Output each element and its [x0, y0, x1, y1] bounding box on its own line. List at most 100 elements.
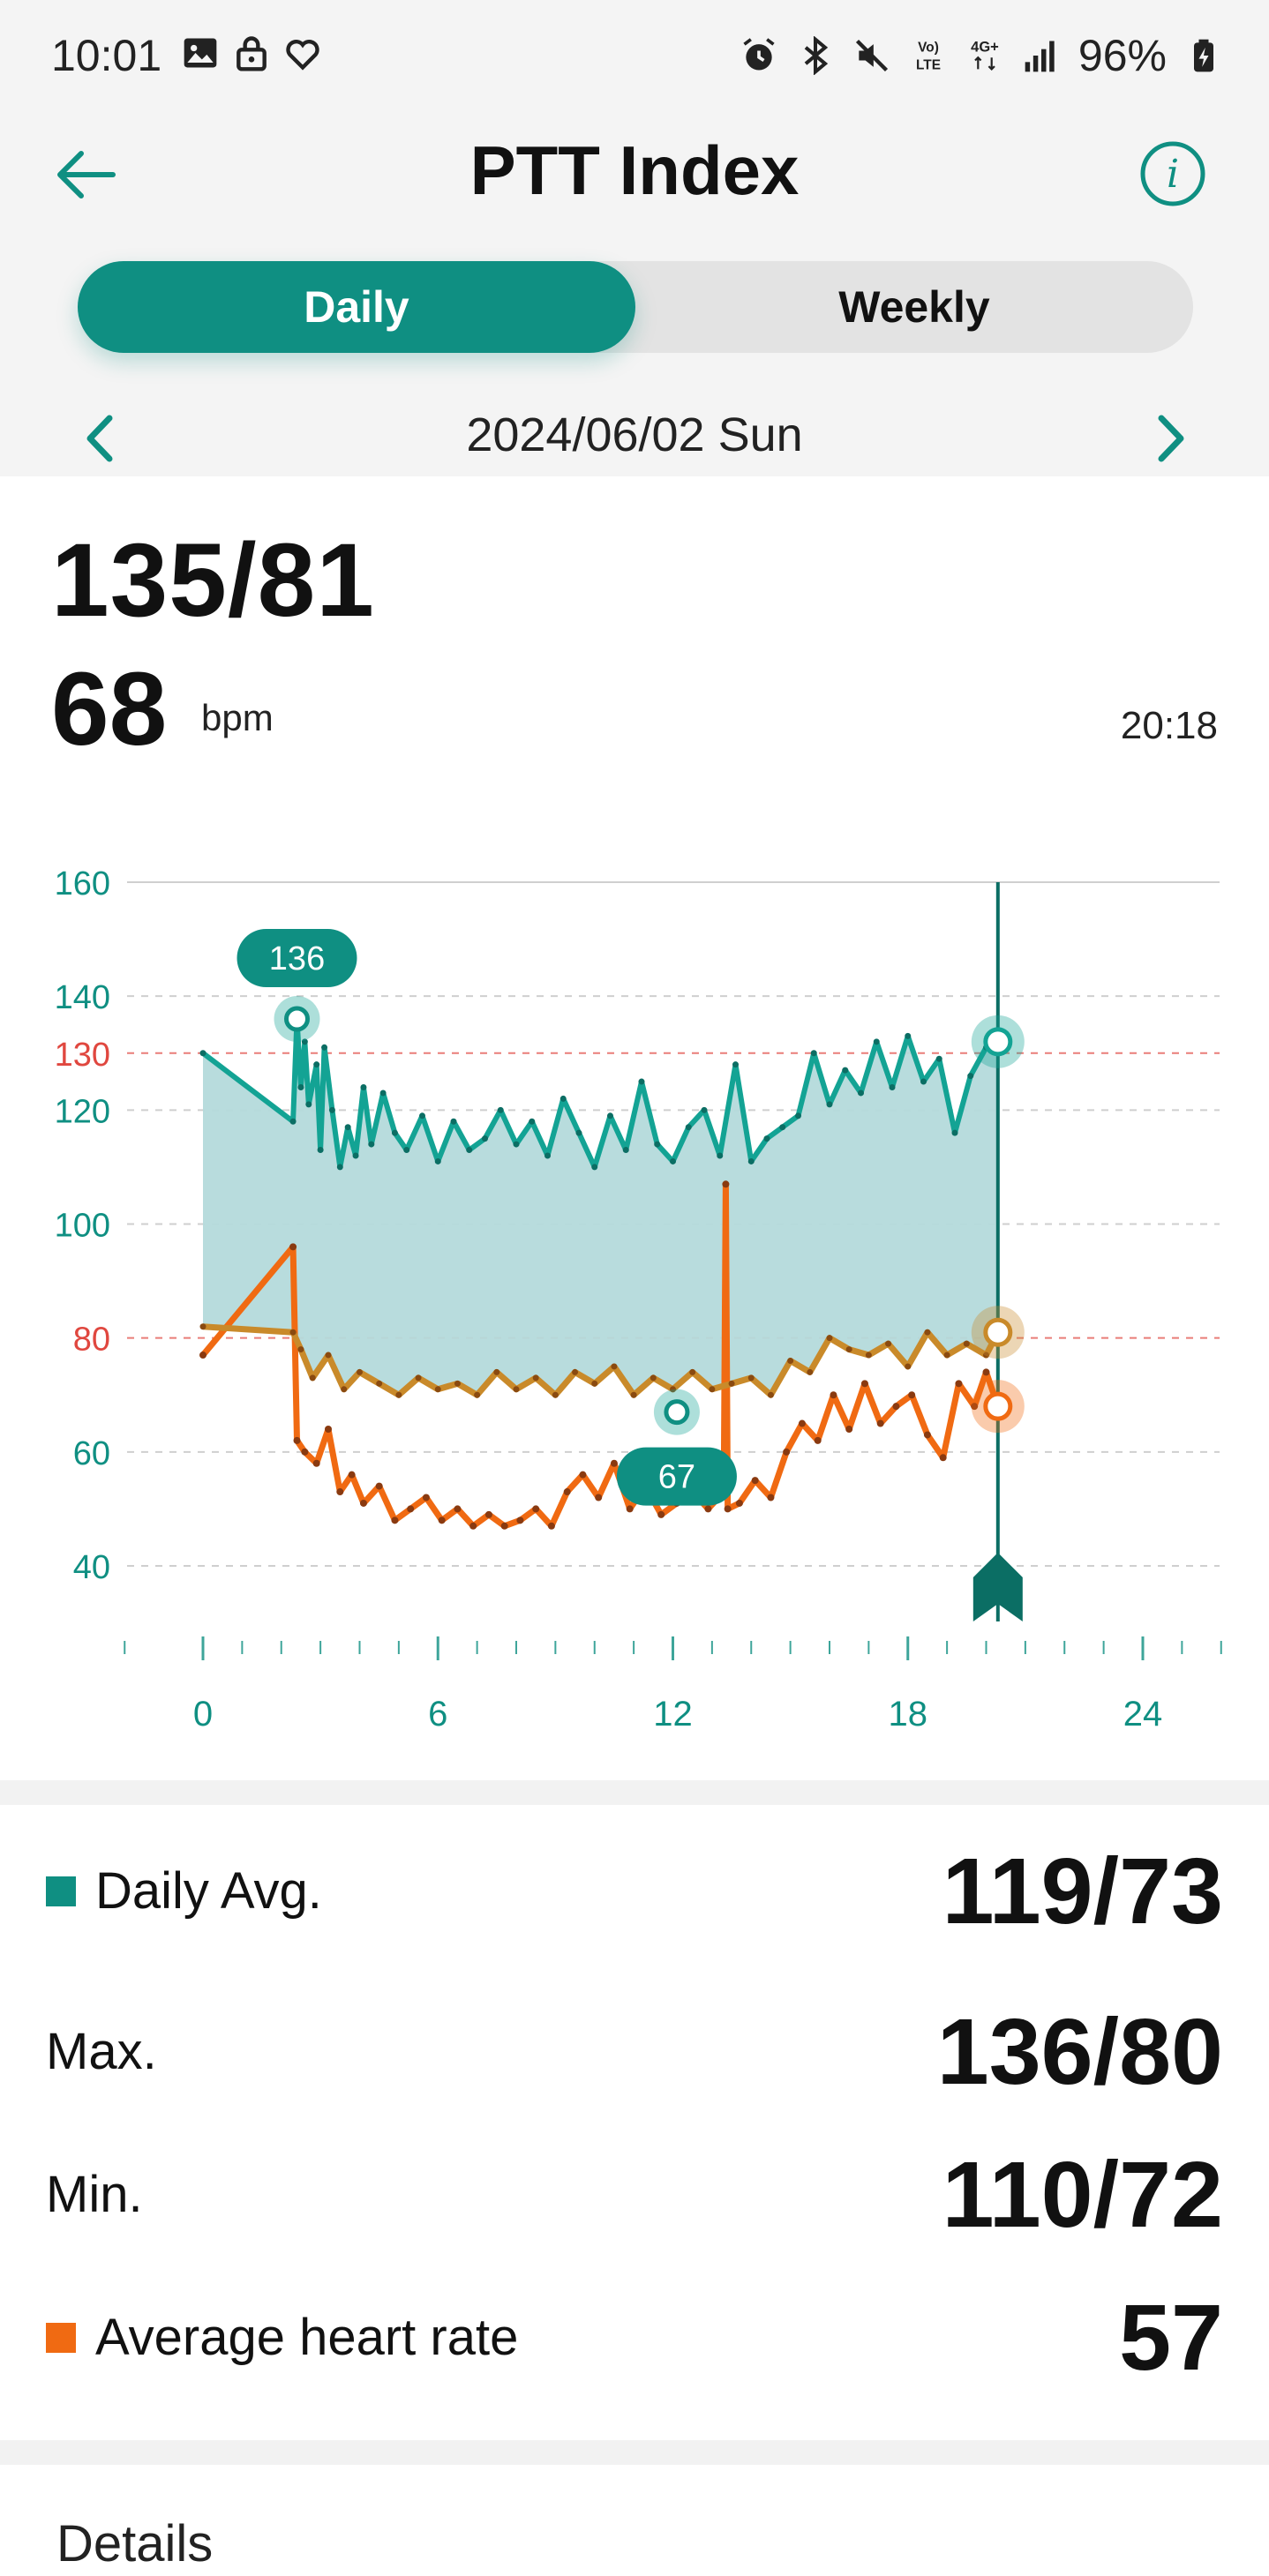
- heart-rate-point: [454, 1505, 462, 1513]
- heart-rate-point: [982, 1368, 990, 1376]
- systolic-point: [344, 1124, 351, 1131]
- systolic-point: [360, 1084, 367, 1090]
- heart-rate-point: [532, 1505, 540, 1513]
- lock-icon: [237, 36, 267, 71]
- heart-rate-point: [751, 1477, 759, 1485]
- heart-rate-point: [610, 1459, 618, 1467]
- diastolic-point: [826, 1335, 833, 1342]
- previous-day-chevron-icon[interactable]: [78, 409, 124, 468]
- systolic-point: [858, 1090, 864, 1097]
- alarm-icon: [743, 38, 775, 71]
- heart-rate-point: [724, 1505, 732, 1513]
- x-tick-label: 0: [193, 1695, 213, 1734]
- avg-hr-label: Average heart rate: [46, 2308, 518, 2367]
- heart-rate-point: [293, 1436, 301, 1444]
- systolic-point: [591, 1164, 598, 1171]
- systolic-point: [701, 1106, 708, 1113]
- systolic-point: [305, 1101, 312, 1108]
- systolic-point: [670, 1157, 676, 1164]
- systolic-point: [403, 1147, 410, 1154]
- systolic-point: [889, 1084, 896, 1090]
- tab-weekly[interactable]: Weekly: [838, 282, 990, 332]
- heart-rate-point: [391, 1516, 399, 1524]
- daily-avg-label: Daily Avg.: [46, 1861, 322, 1921]
- status-bar: 10:01 Vo) LTE 4G+ 96%: [0, 0, 1269, 115]
- back-arrow-icon[interactable]: [53, 141, 120, 208]
- heart-rate-point: [325, 1426, 332, 1433]
- signal-icon: [1025, 41, 1055, 72]
- heart-rate-point: [845, 1426, 853, 1433]
- info-icon[interactable]: i: [1138, 139, 1207, 208]
- heart-rate-point: [438, 1516, 446, 1524]
- diastolic-point: [787, 1358, 794, 1364]
- heart-rate-point: [563, 1488, 571, 1496]
- svg-text:i: i: [1167, 152, 1179, 197]
- heart-rate-point: [783, 1448, 791, 1456]
- heart-rate-point: [484, 1510, 492, 1518]
- systolic-point: [419, 1112, 425, 1120]
- x-tick-label: 6: [428, 1695, 447, 1734]
- details-heading[interactable]: Details: [56, 2515, 214, 2572]
- heart-rate-point: [407, 1505, 415, 1513]
- systolic-point: [450, 1118, 457, 1125]
- heart-rate-point: [359, 1499, 367, 1507]
- heart-rate-point: [722, 1180, 730, 1188]
- heart-rate-point: [595, 1494, 603, 1501]
- tab-daily[interactable]: Daily: [78, 261, 635, 353]
- heart-rate-point: [923, 1431, 931, 1439]
- systolic-point: [379, 1090, 387, 1097]
- svg-text:4G+: 4G+: [971, 40, 999, 56]
- diastolic-point: [376, 1380, 383, 1387]
- diastolic-point: [415, 1374, 422, 1382]
- min-callout-label: 67: [658, 1459, 695, 1496]
- diastolic-point: [591, 1380, 598, 1387]
- gallery-icon: [184, 38, 217, 68]
- current-date: 2024/06/02 Sun: [466, 408, 803, 461]
- systolic-point: [685, 1124, 692, 1131]
- systolic-point: [559, 1095, 567, 1102]
- heart-rate-unit: bpm: [201, 697, 274, 738]
- diastolic-point: [670, 1386, 676, 1393]
- systolic-point: [297, 1084, 304, 1090]
- x-tick-label: 12: [653, 1695, 693, 1734]
- heart-rate-point: [579, 1471, 587, 1479]
- heart-rate-point: [767, 1494, 775, 1501]
- selection-cursor-handle: [972, 1553, 1023, 1621]
- next-day-chevron-icon[interactable]: [1147, 409, 1193, 468]
- section-divider: [0, 1780, 1269, 1805]
- systolic-point: [199, 1050, 206, 1057]
- stat-row-min: Min. 110/72: [0, 2138, 1269, 2247]
- y-tick-label: 100: [55, 1208, 110, 1245]
- diastolic-point: [493, 1368, 500, 1375]
- section-divider: [0, 2440, 1269, 2465]
- systolic-point: [873, 1038, 880, 1045]
- diastolic-point: [474, 1391, 481, 1398]
- systolic-point: [826, 1101, 833, 1108]
- heart-rate-point: [735, 1499, 743, 1507]
- page-title: PTT Index: [469, 131, 800, 209]
- systolic-point: [313, 1061, 320, 1068]
- min-label: Min.: [46, 2166, 143, 2223]
- svg-text:LTE: LTE: [916, 57, 941, 72]
- heart-rate-point: [469, 1522, 477, 1530]
- diastolic-point: [845, 1346, 852, 1353]
- x-tick-label: 24: [1123, 1695, 1163, 1734]
- daily-avg-text: Daily Avg.: [95, 1862, 322, 1920]
- battery-charging-icon: [1194, 39, 1213, 72]
- systolic-point: [967, 1073, 974, 1080]
- ptt-daily-chart[interactable]: 160 140 130 120 100 80 60 40 0 6 12 18 24 136 67: [0, 847, 1269, 1764]
- systolic-point: [497, 1106, 504, 1113]
- battery-percent: 96%: [1078, 31, 1167, 80]
- max-label: Max.: [46, 2023, 157, 2080]
- systolic-point: [842, 1067, 849, 1074]
- status-time: 10:01: [51, 31, 162, 80]
- heart-rate-point: [199, 1352, 206, 1359]
- stat-row-daily-avg: Daily Avg. 119/73: [0, 1835, 1269, 1943]
- heart-rate-legend-swatch: [46, 2322, 76, 2353]
- daily-avg-value: 119/73: [942, 1839, 1223, 1943]
- diastolic-point: [983, 1352, 989, 1359]
- systolic-point: [732, 1061, 739, 1068]
- systolic-point: [368, 1141, 375, 1148]
- systolic-point: [289, 1118, 297, 1125]
- system-status: Vo) LTE 4G+ 96%: [740, 30, 1223, 81]
